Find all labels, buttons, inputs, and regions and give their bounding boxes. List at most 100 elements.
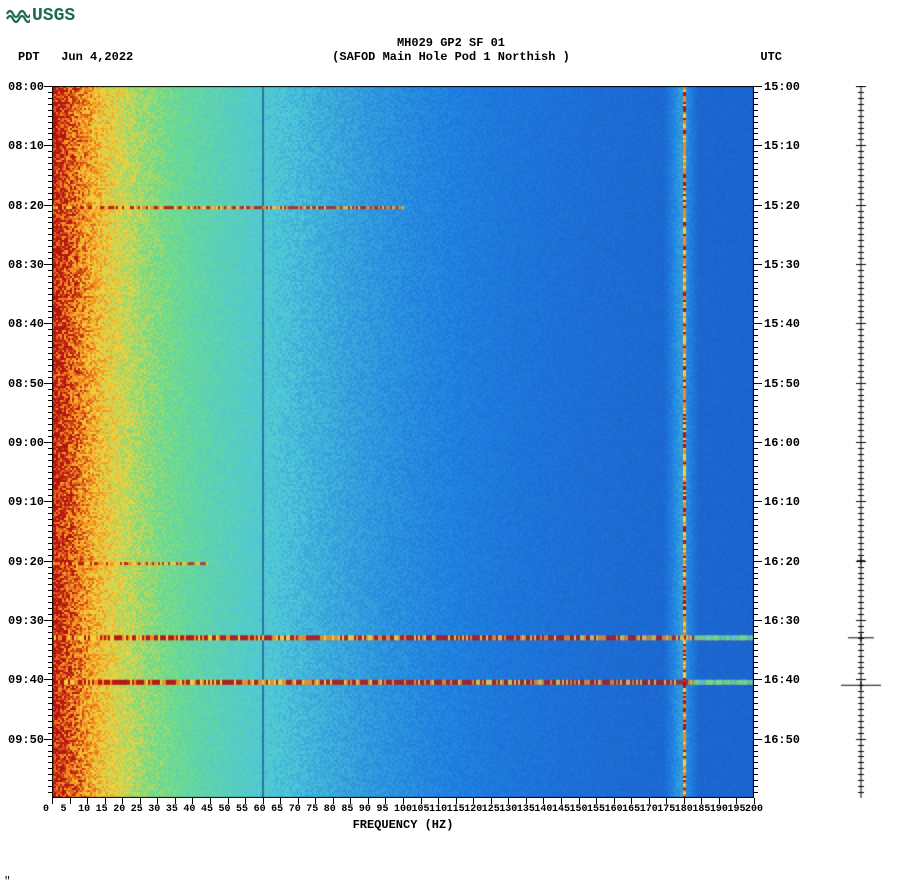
ytick-mark-left	[44, 620, 52, 621]
ytick-left: 09:50	[8, 733, 44, 747]
ytick-minor-left	[48, 614, 52, 615]
xtick-label: 90	[359, 804, 371, 815]
ytick-minor-left	[48, 199, 52, 200]
ytick-mark-right	[754, 679, 762, 680]
ytick-minor-right	[754, 436, 758, 437]
ytick-minor-right	[754, 513, 758, 514]
ytick-minor-left	[48, 424, 52, 425]
ytick-minor-left	[48, 418, 52, 419]
ytick-minor-right	[754, 650, 758, 651]
ytick-minor-left	[48, 317, 52, 318]
ytick-minor-left	[48, 389, 52, 390]
ytick-minor-right	[754, 667, 758, 668]
ytick-minor-right	[754, 122, 758, 123]
ytick-minor-left	[48, 347, 52, 348]
ytick-right: 15:50	[764, 377, 800, 391]
ytick-minor-right	[754, 792, 758, 793]
ytick-minor-left	[48, 673, 52, 674]
ytick-minor-right	[754, 602, 758, 603]
ytick-minor-left	[48, 507, 52, 508]
ytick-minor-left	[48, 306, 52, 307]
xtick-label: 140	[534, 804, 552, 815]
xtick-label: 100	[394, 804, 412, 815]
ytick-minor-right	[754, 768, 758, 769]
ytick-left: 08:40	[8, 317, 44, 331]
ytick-minor-left	[48, 116, 52, 117]
ytick-minor-right	[754, 626, 758, 627]
ytick-minor-left	[48, 756, 52, 757]
ytick-minor-right	[754, 733, 758, 734]
ytick-minor-left	[48, 519, 52, 520]
ytick-minor-right	[754, 116, 758, 117]
xtick-label: 15	[96, 804, 108, 815]
ytick-minor-left	[48, 128, 52, 129]
ytick-minor-left	[48, 329, 52, 330]
ytick-minor-right	[754, 222, 758, 223]
ytick-minor-left	[48, 181, 52, 182]
ytick-minor-right	[754, 460, 758, 461]
ytick-mark-right	[754, 561, 762, 562]
ytick-minor-right	[754, 163, 758, 164]
ytick-minor-left	[48, 240, 52, 241]
ytick-minor-left	[48, 573, 52, 574]
ytick-minor-right	[754, 531, 758, 532]
ytick-minor-left	[48, 466, 52, 467]
ytick-minor-left	[48, 98, 52, 99]
ytick-right: 15:00	[764, 80, 800, 94]
ytick-minor-right	[754, 175, 758, 176]
ytick-minor-left	[48, 217, 52, 218]
ytick-minor-right	[754, 780, 758, 781]
wave-icon	[6, 7, 30, 25]
ytick-minor-right	[754, 608, 758, 609]
xtick-label: 135	[517, 804, 535, 815]
ytick-minor-left	[48, 412, 52, 413]
ytick-minor-left	[48, 353, 52, 354]
xtick-label: 145	[552, 804, 570, 815]
ytick-minor-right	[754, 525, 758, 526]
ytick-right: 16:40	[764, 673, 800, 687]
ytick-minor-right	[754, 240, 758, 241]
ytick-minor-right	[754, 252, 758, 253]
ytick-minor-right	[754, 98, 758, 99]
ytick-left: 08:10	[8, 139, 44, 153]
xtick-mark	[52, 798, 53, 804]
ytick-left: 08:20	[8, 199, 44, 213]
ytick-minor-left	[48, 359, 52, 360]
xtick-label: 20	[113, 804, 125, 815]
xtick-label: 195	[727, 804, 745, 815]
ytick-minor-right	[754, 638, 758, 639]
ytick-left: 09:00	[8, 436, 44, 450]
ytick-minor-right	[754, 400, 758, 401]
ytick-minor-right	[754, 151, 758, 152]
ytick-minor-right	[754, 110, 758, 111]
ytick-minor-right	[754, 181, 758, 182]
ytick-minor-left	[48, 377, 52, 378]
xtick-label: 70	[289, 804, 301, 815]
xtick-label: 125	[482, 804, 500, 815]
ytick-minor-left	[48, 228, 52, 229]
ytick-left: 09:20	[8, 555, 44, 569]
ytick-minor-left	[48, 709, 52, 710]
ytick-minor-right	[754, 567, 758, 568]
tz-left: PDT	[18, 50, 40, 64]
ytick-minor-right	[754, 573, 758, 574]
ytick-minor-right	[754, 128, 758, 129]
ytick-minor-left	[48, 727, 52, 728]
xtick-label: 85	[341, 804, 353, 815]
ytick-mark-right	[754, 620, 762, 621]
ytick-mark-left	[44, 739, 52, 740]
ytick-minor-left	[48, 122, 52, 123]
ytick-minor-left	[48, 584, 52, 585]
ytick-minor-left	[48, 252, 52, 253]
ytick-minor-left	[48, 341, 52, 342]
xtick-label: 180	[675, 804, 693, 815]
ytick-minor-left	[48, 662, 52, 663]
ytick-mark-right	[754, 86, 762, 87]
ytick-mark-right	[754, 145, 762, 146]
ytick-minor-right	[754, 537, 758, 538]
ytick-minor-right	[754, 578, 758, 579]
ytick-minor-left	[48, 495, 52, 496]
ytick-minor-left	[48, 400, 52, 401]
xtick-label: 165	[622, 804, 640, 815]
xtick-label: 150	[570, 804, 588, 815]
